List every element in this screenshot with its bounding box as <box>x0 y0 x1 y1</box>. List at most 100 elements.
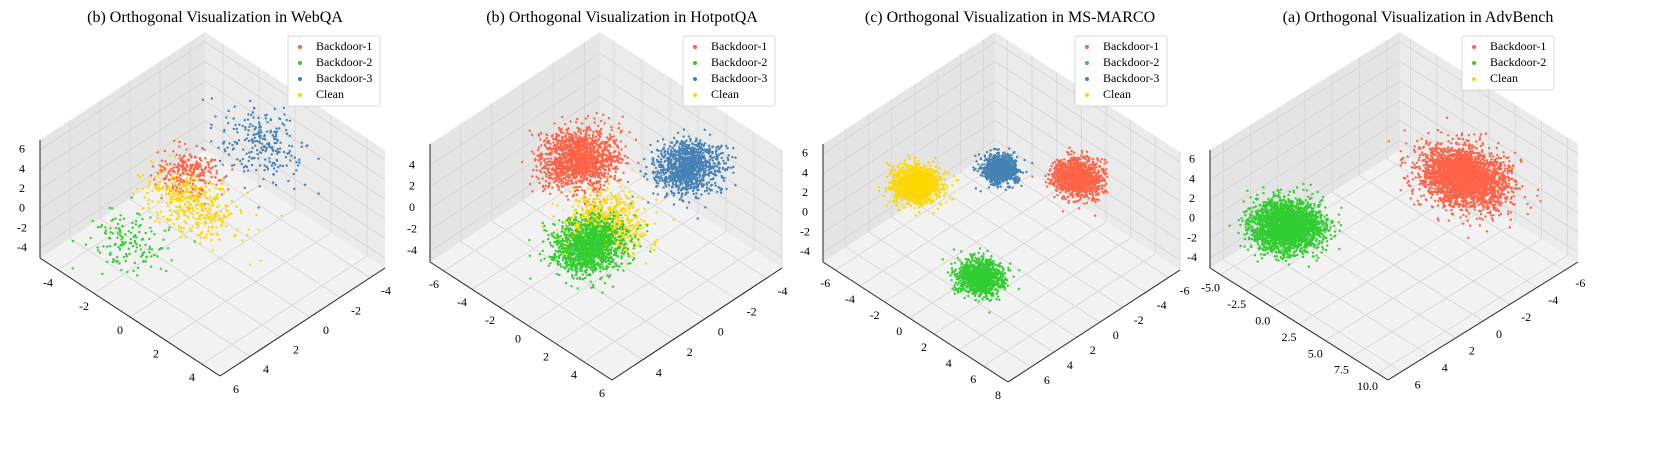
point-backdoor-1 <box>199 159 203 162</box>
point-clean <box>203 221 207 224</box>
point-backdoor-1 <box>163 149 167 153</box>
point-backdoor-1 <box>607 156 610 160</box>
point-backdoor-3 <box>722 159 725 162</box>
z-tick-label: 4 <box>19 161 25 175</box>
point-backdoor-3 <box>201 147 204 150</box>
point-backdoor-1 <box>580 144 583 147</box>
grid-line <box>471 176 643 290</box>
point-backdoor-3 <box>671 185 674 188</box>
point-backdoor-1 <box>575 155 578 158</box>
point-backdoor-1 <box>550 157 553 160</box>
point-backdoor-1 <box>557 162 561 165</box>
point-backdoor-3 <box>278 117 281 120</box>
point-clean <box>193 197 196 200</box>
point-backdoor-3 <box>660 174 663 177</box>
legend-marker <box>298 61 302 65</box>
point-backdoor-3 <box>279 141 282 144</box>
point-backdoor-1 <box>570 160 574 163</box>
point-backdoor-3 <box>696 157 699 160</box>
point-backdoor-1 <box>561 180 564 183</box>
point-backdoor-3 <box>670 158 673 161</box>
point-backdoor-3 <box>300 145 303 148</box>
wall-pane <box>430 32 600 262</box>
point-backdoor-3 <box>278 150 281 154</box>
point-backdoor-1 <box>184 166 187 170</box>
y-tick-label: -4 <box>43 276 53 290</box>
point-backdoor-1 <box>189 154 193 158</box>
point-backdoor-3 <box>698 152 701 155</box>
point-backdoor-2 <box>108 253 112 256</box>
point-backdoor-1 <box>569 120 572 123</box>
point-clean <box>208 212 211 215</box>
point-clean <box>247 228 250 231</box>
point-clean <box>210 219 214 222</box>
z-tick-label: 0 <box>19 201 25 215</box>
point-clean <box>156 200 160 203</box>
point-backdoor-1 <box>609 162 613 166</box>
point-backdoor-2 <box>579 223 582 227</box>
point-backdoor-2 <box>108 237 111 240</box>
point-clean <box>575 198 578 201</box>
point-backdoor-3 <box>240 162 243 166</box>
point-backdoor-1 <box>531 190 534 193</box>
point-backdoor-1 <box>548 176 552 180</box>
point-clean <box>636 208 640 211</box>
point-clean <box>203 204 206 207</box>
point-backdoor-2 <box>135 236 138 239</box>
point-backdoor-3 <box>709 154 712 157</box>
point-clean <box>209 195 212 199</box>
grid-line <box>599 74 783 194</box>
point-backdoor-3 <box>694 144 697 147</box>
point-clean <box>162 215 165 219</box>
legend-label: Clean <box>316 87 344 101</box>
point-backdoor-2 <box>121 225 124 228</box>
point-clean <box>221 217 224 220</box>
point-clean <box>236 228 239 231</box>
point-backdoor-3 <box>715 157 718 161</box>
point-clean <box>188 227 192 230</box>
point-backdoor-1 <box>575 182 578 185</box>
point-clean <box>170 198 174 201</box>
point-clean <box>591 207 594 211</box>
point-backdoor-3 <box>283 113 286 116</box>
point-backdoor-1 <box>160 159 164 162</box>
point-clean <box>202 216 206 220</box>
point-backdoor-1 <box>569 133 572 136</box>
point-backdoor-1 <box>545 136 548 140</box>
point-clean <box>214 220 217 223</box>
point-backdoor-1 <box>557 126 561 130</box>
point-backdoor-3 <box>661 168 664 172</box>
point-clean <box>196 234 199 237</box>
point-backdoor-1 <box>560 153 564 157</box>
point-backdoor-3 <box>703 154 706 158</box>
point-clean <box>234 233 237 237</box>
point-backdoor-3 <box>274 135 278 138</box>
point-clean <box>143 196 146 199</box>
point-backdoor-3 <box>257 206 260 209</box>
point-clean <box>617 250 621 253</box>
point-backdoor-3 <box>687 135 690 138</box>
point-clean <box>621 201 624 204</box>
point-clean <box>210 200 213 203</box>
point-backdoor-3 <box>664 181 667 184</box>
point-clean <box>615 202 618 205</box>
point-backdoor-3 <box>214 115 217 118</box>
point-backdoor-1 <box>617 126 621 130</box>
point-backdoor-3 <box>210 123 213 127</box>
point-backdoor-3 <box>701 185 704 188</box>
point-backdoor-1 <box>593 117 596 120</box>
point-backdoor-1 <box>596 168 599 171</box>
point-backdoor-1 <box>584 151 588 155</box>
point-backdoor-1 <box>574 140 577 144</box>
z-tick-label: -4 <box>17 240 27 254</box>
point-backdoor-1 <box>537 159 540 162</box>
point-backdoor-3 <box>670 165 673 168</box>
point-backdoor-1 <box>617 151 621 154</box>
y-tick-label: -2 <box>79 299 89 313</box>
point-backdoor-3 <box>273 107 276 111</box>
point-backdoor-1 <box>555 166 558 169</box>
point-backdoor-2 <box>103 231 107 234</box>
point-backdoor-3 <box>293 156 296 159</box>
point-backdoor-1 <box>179 159 182 163</box>
point-clean <box>151 200 154 203</box>
